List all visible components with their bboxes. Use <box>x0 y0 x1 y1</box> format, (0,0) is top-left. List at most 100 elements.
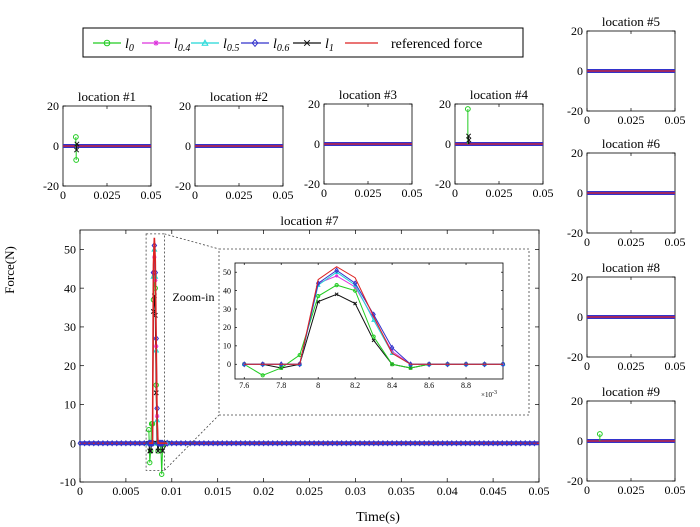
x-tick-label: 8.2 <box>350 381 360 390</box>
x-tick-label: 0.025 <box>486 186 513 200</box>
data-point <box>325 439 331 447</box>
data-point <box>100 439 106 447</box>
x-tick-label: 0.025 <box>618 359 645 373</box>
y-tick-label: -20 <box>43 179 59 193</box>
data-point <box>210 439 216 447</box>
data-point <box>153 40 159 46</box>
data-point <box>531 439 537 447</box>
data-point <box>366 439 372 447</box>
x-tick-label: 0.025 <box>618 113 645 127</box>
y-tick-label: 20 <box>223 323 231 332</box>
y-tick-label: 20 <box>47 99 59 113</box>
y-tick-label: 50 <box>223 268 231 277</box>
y-tick-label: 20 <box>64 359 76 373</box>
data-point <box>371 334 376 339</box>
data-point <box>159 439 166 447</box>
data-point <box>463 361 469 368</box>
data-point <box>339 439 345 447</box>
data-point <box>233 439 239 447</box>
zoom-annotation: Zoom-in <box>172 290 214 304</box>
data-point <box>467 439 473 447</box>
data-point <box>371 439 377 447</box>
data-point <box>353 301 358 306</box>
data-point <box>490 439 496 447</box>
panel-title: location #4 <box>470 87 529 102</box>
data-point <box>132 439 138 447</box>
data-point <box>77 439 83 447</box>
data-point <box>303 39 311 47</box>
y-tick-label: -20 <box>567 474 583 488</box>
x-tick-label: 8.8 <box>461 381 471 390</box>
data-point <box>426 361 432 368</box>
y-tick-label: 0 <box>70 436 76 450</box>
x-tick-label: 0.015 <box>204 484 231 498</box>
y-tick-label: 0 <box>445 137 451 151</box>
data-point <box>270 439 276 447</box>
data-point <box>353 285 357 289</box>
y-tick-label: 0 <box>577 434 583 448</box>
data-point <box>504 439 510 447</box>
data-point <box>380 439 386 447</box>
data-point <box>426 439 432 447</box>
x-tick-label: 0.05 <box>665 235 686 249</box>
x-tick-label: 0 <box>584 359 590 373</box>
inset-exponent: ×10-3 <box>481 390 497 399</box>
data-point <box>148 448 154 454</box>
data-point <box>284 439 289 447</box>
data-point <box>466 137 472 143</box>
data-point <box>348 439 354 447</box>
data-point <box>159 471 165 477</box>
x-tick-label: 0.03 <box>345 484 366 498</box>
data-point <box>72 134 79 140</box>
data-point <box>482 361 487 368</box>
x-tick-label: 0 <box>584 235 590 249</box>
y-tick-label: 0 <box>577 310 583 324</box>
data-point <box>403 439 409 447</box>
x-tick-label: 0.02 <box>253 484 274 498</box>
data-point <box>128 439 133 447</box>
x-tick-label: 0.025 <box>355 186 382 200</box>
series-line-ref <box>148 237 168 445</box>
data-point <box>206 439 211 447</box>
data-point <box>229 439 234 447</box>
y-tick-label: 0 <box>53 139 59 153</box>
data-point <box>357 439 363 447</box>
y-tick-label: 20 <box>179 99 191 113</box>
x-tick-label: 0.025 <box>94 188 121 202</box>
data-point <box>431 439 436 447</box>
data-point <box>274 439 280 447</box>
legend-entry: l0 <box>93 37 134 54</box>
data-point <box>196 439 202 447</box>
data-point <box>141 439 147 447</box>
data-point <box>435 439 441 447</box>
data-point <box>463 439 468 447</box>
data-point <box>169 439 175 447</box>
y-tick-label: 20 <box>571 270 583 284</box>
x-tick-label: 7.6 <box>239 381 249 390</box>
y-tick-label: 30 <box>64 320 76 334</box>
panel-title: location #6 <box>602 136 661 151</box>
x-tick-label: 0.005 <box>112 484 139 498</box>
data-point <box>297 361 302 368</box>
x-tick-label: 8 <box>316 381 320 390</box>
data-point <box>219 439 225 447</box>
data-point <box>398 439 404 447</box>
x-tick-label: 0.01 <box>161 484 182 498</box>
y-tick-label: -10 <box>60 475 76 489</box>
data-point <box>157 439 164 447</box>
data-point <box>73 147 80 153</box>
y-tick-label: 20 <box>571 394 583 408</box>
data-point <box>114 439 120 447</box>
x-tick-label: 0.035 <box>388 484 415 498</box>
data-point <box>178 439 184 447</box>
data-point <box>343 439 349 447</box>
legend-entry: referenced force <box>345 37 482 52</box>
legend-label: referenced force <box>391 37 482 52</box>
data-point <box>445 361 450 368</box>
data-point <box>183 439 188 447</box>
y-tick-label: -20 <box>567 104 583 118</box>
data-point <box>334 267 339 274</box>
data-point <box>149 439 156 447</box>
data-point <box>513 439 519 447</box>
